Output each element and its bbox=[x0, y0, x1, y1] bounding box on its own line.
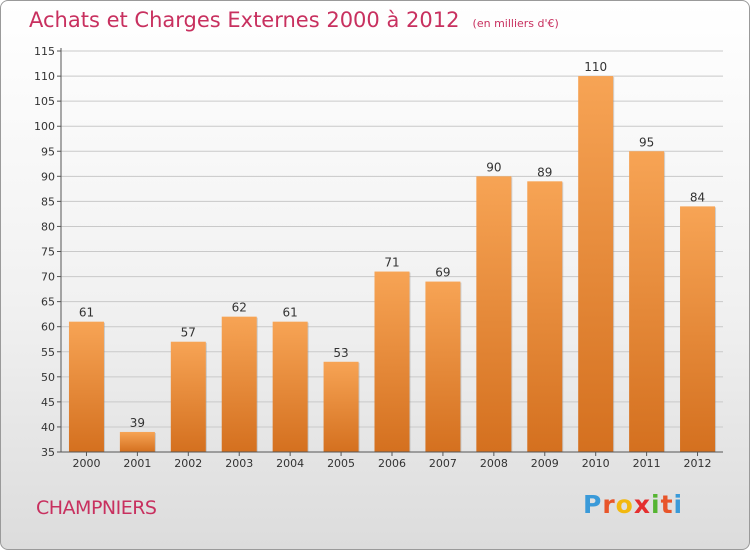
y-tick-label: 60 bbox=[41, 321, 55, 334]
bar-value-label: 39 bbox=[130, 416, 145, 430]
logo-letter: x bbox=[633, 490, 651, 519]
x-tick-label: 2002 bbox=[174, 457, 202, 470]
y-tick-label: 105 bbox=[34, 95, 55, 108]
bar-value-label: 71 bbox=[384, 256, 399, 270]
y-tick-label: 100 bbox=[34, 120, 55, 133]
bar bbox=[119, 431, 155, 452]
x-tick-label: 2003 bbox=[225, 457, 253, 470]
bar bbox=[170, 341, 206, 452]
y-tick-label: 80 bbox=[41, 220, 55, 233]
x-tick-label: 2010 bbox=[582, 457, 610, 470]
y-tick-label: 35 bbox=[41, 446, 55, 459]
bar bbox=[680, 206, 716, 452]
chart-unit-label: (en milliers d'€) bbox=[472, 17, 559, 30]
bar bbox=[272, 321, 308, 452]
bar bbox=[374, 271, 410, 452]
proxiti-logo: Proxiti bbox=[583, 490, 683, 519]
bar bbox=[221, 316, 257, 452]
x-tick-label: 2004 bbox=[276, 457, 304, 470]
logo-letter: r bbox=[602, 490, 616, 519]
bar-value-label: 57 bbox=[181, 326, 196, 340]
y-tick-label: 65 bbox=[41, 296, 55, 309]
bar-value-label: 90 bbox=[486, 160, 501, 174]
bar-value-label: 110 bbox=[584, 60, 607, 74]
y-tick-label: 115 bbox=[34, 45, 55, 58]
x-tick-label: 2011 bbox=[633, 457, 661, 470]
bar bbox=[476, 176, 512, 452]
bar-value-label: 61 bbox=[79, 306, 94, 320]
y-tick-label: 50 bbox=[41, 371, 55, 384]
bar bbox=[323, 361, 359, 452]
bar bbox=[425, 281, 461, 452]
x-tick-label: 2009 bbox=[531, 457, 559, 470]
bar-value-label: 69 bbox=[435, 266, 450, 280]
bar bbox=[578, 76, 614, 452]
logo-letter: i bbox=[651, 490, 661, 519]
y-tick-label: 85 bbox=[41, 195, 55, 208]
y-tick-label: 95 bbox=[41, 145, 55, 158]
bar bbox=[527, 181, 563, 452]
bar-value-label: 61 bbox=[283, 306, 298, 320]
y-tick-label: 110 bbox=[34, 70, 55, 83]
y-tick-label: 45 bbox=[41, 396, 55, 409]
x-tick-label: 2001 bbox=[123, 457, 151, 470]
x-tick-label: 2005 bbox=[327, 457, 355, 470]
bar bbox=[629, 151, 665, 452]
logo-letter: o bbox=[615, 490, 634, 519]
chart-title: Achats et Charges Externes 2000 à 2012 (… bbox=[29, 8, 559, 32]
x-tick-label: 2008 bbox=[480, 457, 508, 470]
bar-value-label: 62 bbox=[232, 301, 247, 315]
logo-letter: t bbox=[660, 490, 674, 519]
y-tick-label: 90 bbox=[41, 170, 55, 183]
x-tick-label: 2000 bbox=[72, 457, 100, 470]
x-tick-label: 2007 bbox=[429, 457, 457, 470]
y-tick-label: 40 bbox=[41, 421, 55, 434]
bar bbox=[68, 321, 104, 452]
bar-value-label: 95 bbox=[639, 135, 654, 149]
y-tick-label: 75 bbox=[41, 246, 55, 259]
commune-name: CHAMPNIERS bbox=[36, 497, 157, 519]
bar-value-label: 53 bbox=[333, 346, 348, 360]
bar-value-label: 89 bbox=[537, 165, 552, 179]
y-tick-label: 55 bbox=[41, 346, 55, 359]
logo-letter: i bbox=[673, 490, 684, 519]
x-tick-label: 2012 bbox=[684, 457, 712, 470]
logo-letter: P bbox=[583, 490, 603, 519]
chart-title-text: Achats et Charges Externes 2000 à 2012 bbox=[29, 8, 460, 32]
bar-value-label: 84 bbox=[690, 190, 705, 204]
x-tick-label: 2006 bbox=[378, 457, 406, 470]
y-tick-label: 70 bbox=[41, 271, 55, 284]
